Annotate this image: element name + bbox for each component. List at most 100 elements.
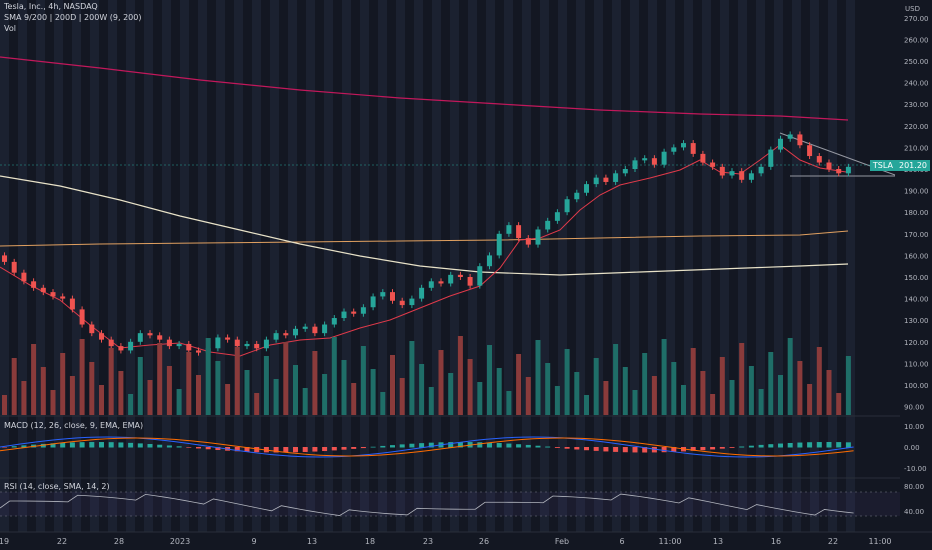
candle-body bbox=[593, 177, 599, 185]
candle-body bbox=[69, 298, 75, 310]
price-axis-tick: 240.00 bbox=[904, 80, 929, 88]
candle-body bbox=[370, 296, 376, 308]
macd-histogram-bar bbox=[302, 447, 308, 452]
candle-body bbox=[622, 169, 628, 174]
grid-band bbox=[522, 0, 531, 532]
volume-bar bbox=[719, 357, 725, 415]
ticker-label: TSLA bbox=[869, 160, 896, 171]
candle-body bbox=[215, 337, 221, 349]
macd-histogram-bar bbox=[293, 447, 298, 453]
candle-body bbox=[438, 281, 444, 284]
time-axis-tick: 9 bbox=[251, 537, 256, 546]
candle-body bbox=[671, 147, 677, 152]
macd-histogram-bar bbox=[477, 442, 483, 448]
volume-bar bbox=[545, 363, 551, 415]
candle-body bbox=[632, 160, 638, 169]
candle-body bbox=[545, 220, 551, 230]
candle-body bbox=[554, 212, 560, 221]
macd-histogram-bar bbox=[816, 442, 822, 448]
candle-body bbox=[710, 162, 716, 167]
volume-bar bbox=[729, 380, 735, 415]
macd-histogram-bar bbox=[409, 443, 415, 448]
rsi-indicator-label[interactable]: RSI (14, close, SMA, 14, 2) bbox=[4, 482, 110, 491]
macd-histogram-bar bbox=[60, 442, 66, 448]
volume-bar bbox=[31, 344, 37, 415]
volume-bar bbox=[166, 366, 172, 415]
grid-band bbox=[846, 0, 855, 532]
grid-band bbox=[396, 0, 405, 532]
time-axis-tick: 11:00 bbox=[868, 537, 891, 546]
price-axis-tick: 210.00 bbox=[904, 144, 929, 152]
candle-body bbox=[312, 326, 318, 334]
macd-indicator-label[interactable]: MACD (12, 26, close, 9, EMA, EMA) bbox=[4, 421, 144, 430]
sma-indicator-label[interactable]: SMA 9/200 | 200D | 200W (9, 200) bbox=[4, 13, 142, 22]
volume-bar bbox=[642, 353, 648, 415]
candle-body bbox=[390, 292, 395, 301]
macd-histogram-bar bbox=[11, 446, 17, 448]
candle-body bbox=[448, 274, 454, 284]
price-axis-currency: USD bbox=[905, 5, 920, 13]
volume-bar bbox=[21, 381, 27, 415]
macd-histogram-bar bbox=[147, 444, 153, 448]
rsi-band bbox=[0, 492, 900, 516]
rsi-axis-tick: 40.00 bbox=[904, 508, 924, 516]
grid-band bbox=[450, 0, 459, 532]
grid-band bbox=[198, 0, 207, 532]
candle-body bbox=[234, 339, 240, 347]
macd-histogram-bar bbox=[99, 442, 104, 448]
candle-body bbox=[845, 166, 851, 174]
price-axis-tick: 120.00 bbox=[904, 339, 929, 347]
candle-body bbox=[690, 143, 696, 154]
volume-indicator-label[interactable]: Vol bbox=[4, 24, 16, 33]
grid-band bbox=[162, 0, 171, 532]
volume-bar bbox=[768, 352, 774, 415]
volume-bar bbox=[807, 384, 813, 415]
candle-body bbox=[700, 153, 706, 163]
grid-band bbox=[306, 0, 315, 532]
macd-histogram-bar bbox=[196, 447, 201, 449]
macd-histogram-bar bbox=[622, 447, 628, 453]
volume-bar bbox=[622, 367, 628, 415]
macd-histogram-bar bbox=[778, 443, 783, 448]
macd-histogram-bar bbox=[632, 447, 638, 453]
candle-body bbox=[293, 328, 298, 336]
volume-bar bbox=[263, 356, 269, 415]
volume-bar bbox=[574, 372, 580, 415]
grid-band bbox=[360, 0, 369, 532]
grid-band bbox=[288, 0, 297, 532]
grid-band bbox=[234, 0, 243, 532]
grid-band bbox=[126, 0, 135, 532]
macd-histogram-bar bbox=[845, 442, 851, 448]
price-axis-tick: 250.00 bbox=[904, 58, 929, 66]
grid-band bbox=[702, 0, 711, 532]
macd-histogram-bar bbox=[40, 443, 46, 448]
macd-histogram-bar bbox=[710, 447, 716, 450]
volume-bar bbox=[186, 352, 192, 415]
time-axis-tick: 22 bbox=[828, 537, 838, 546]
candle-body bbox=[60, 296, 66, 299]
grid-band bbox=[576, 0, 585, 532]
candle-body bbox=[99, 333, 104, 340]
candle-body bbox=[477, 266, 483, 286]
price-axis-tick: 170.00 bbox=[904, 231, 929, 239]
macd-histogram-bar bbox=[651, 447, 657, 453]
candle-body bbox=[273, 333, 279, 340]
macd-histogram-bar bbox=[157, 444, 163, 448]
price-axis-tick: 180.00 bbox=[904, 209, 929, 217]
grid-band bbox=[720, 0, 729, 532]
macd-histogram-bar bbox=[370, 446, 376, 448]
volume-bar bbox=[302, 388, 308, 415]
volume-bar bbox=[516, 354, 522, 415]
macd-histogram-bar bbox=[574, 447, 580, 450]
grid-band bbox=[108, 0, 117, 532]
volume-bar bbox=[584, 395, 589, 415]
volume-bar bbox=[234, 347, 240, 415]
volume-bar bbox=[710, 394, 716, 415]
macd-histogram-bar bbox=[584, 447, 589, 451]
macd-histogram-bar bbox=[496, 443, 502, 448]
volume-bar bbox=[341, 360, 347, 415]
volume-bar bbox=[535, 340, 541, 415]
grid-band bbox=[36, 0, 45, 532]
candle-body bbox=[574, 192, 580, 200]
